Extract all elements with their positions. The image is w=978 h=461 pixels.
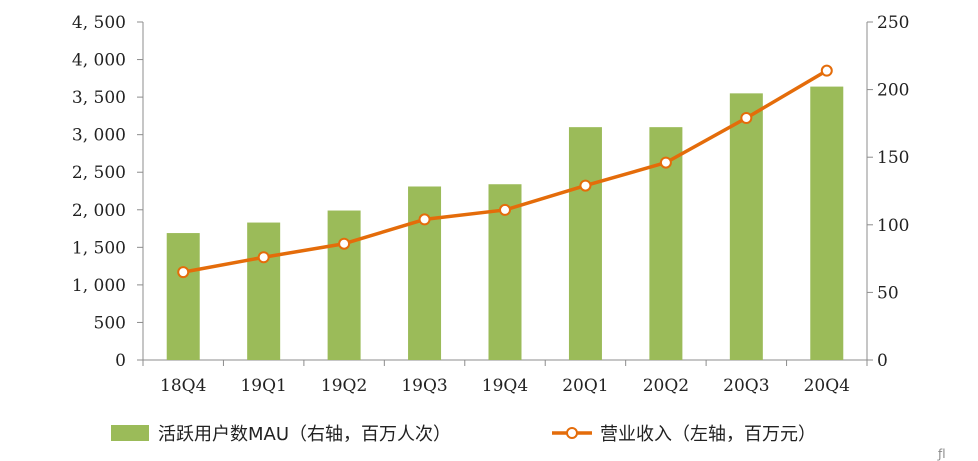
x-tick-label: 20Q4 bbox=[804, 376, 850, 396]
bar bbox=[408, 186, 442, 360]
x-tick-label: 20Q2 bbox=[643, 376, 689, 396]
left-tick-label: 3, 500 bbox=[72, 88, 126, 108]
left-tick-label: 500 bbox=[94, 313, 126, 333]
line-point bbox=[820, 64, 833, 77]
bar bbox=[568, 127, 602, 361]
bar-series bbox=[166, 86, 844, 361]
line-point bbox=[418, 213, 431, 226]
left-tick-label: 3, 000 bbox=[72, 126, 126, 146]
right-tick-label: 0 bbox=[877, 351, 888, 371]
line-point bbox=[338, 237, 351, 250]
right-tick-label: 200 bbox=[877, 81, 909, 101]
line-point bbox=[579, 179, 592, 192]
right-tick-label: 50 bbox=[877, 283, 899, 303]
x-tick-label: 19Q1 bbox=[240, 376, 286, 396]
line-point bbox=[177, 266, 190, 279]
right-tick-label: 250 bbox=[877, 13, 909, 33]
bar bbox=[810, 86, 844, 361]
left-tick-label: 1, 000 bbox=[72, 276, 126, 296]
x-tick-label: 20Q3 bbox=[723, 376, 769, 396]
bar bbox=[166, 233, 200, 360]
right-tick-label: 100 bbox=[877, 216, 909, 236]
left-tick-label: 4, 500 bbox=[72, 13, 126, 33]
left-tick-label: 4, 000 bbox=[72, 51, 126, 71]
x-tick-label: 19Q2 bbox=[321, 376, 367, 396]
left-tick-label: 2, 500 bbox=[72, 163, 126, 183]
legend-label-line: 营业收入（左轴，百万元） bbox=[600, 424, 816, 445]
left-tick-label: 1, 500 bbox=[72, 238, 126, 258]
legend: 活跃用户数MAU（右轴，百万人次） 营业收入（左轴，百万元） bbox=[111, 424, 816, 445]
bar bbox=[327, 210, 361, 360]
x-tick-label: 20Q1 bbox=[562, 376, 608, 396]
line-series bbox=[177, 64, 833, 279]
x-tick-label: 19Q3 bbox=[401, 376, 447, 396]
legend-swatch-bar bbox=[111, 425, 149, 441]
line-point bbox=[740, 111, 753, 124]
line-point bbox=[659, 156, 672, 169]
line-point bbox=[257, 251, 270, 264]
right-tick-label: 150 bbox=[877, 148, 909, 168]
line-point bbox=[499, 203, 511, 216]
x-tick-label: 18Q4 bbox=[160, 376, 206, 396]
bar bbox=[729, 93, 763, 360]
legend-label-bar: 活跃用户数MAU（右轴，百万人次） bbox=[158, 424, 451, 445]
left-tick-label: 2, 000 bbox=[72, 201, 126, 221]
left-tick-label: 0 bbox=[115, 351, 126, 371]
bar bbox=[247, 222, 281, 360]
legend-swatch-marker bbox=[566, 427, 578, 439]
x-tick-label: 19Q4 bbox=[482, 376, 528, 396]
corner-mark: ƒl bbox=[937, 447, 946, 461]
